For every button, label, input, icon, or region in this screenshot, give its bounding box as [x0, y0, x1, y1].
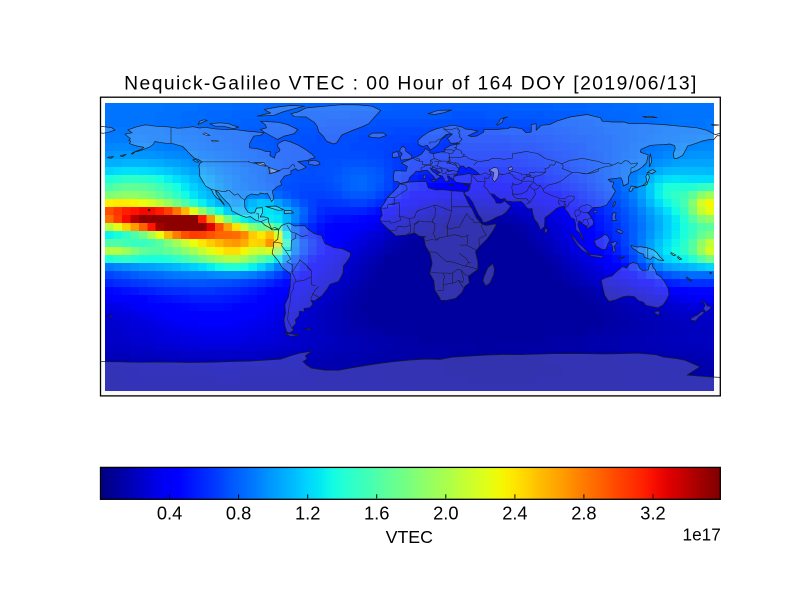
- svg-text:VTEC: VTEC: [386, 527, 434, 547]
- svg-text:1.6: 1.6: [364, 503, 389, 524]
- svg-text:2.4: 2.4: [502, 503, 527, 524]
- svg-text:1e17: 1e17: [683, 525, 721, 545]
- svg-text:2.0: 2.0: [433, 503, 458, 524]
- svg-text:Nequick-Galileo VTEC : 00 Hour: Nequick-Galileo VTEC : 00 Hour of 164 DO…: [124, 74, 698, 95]
- svg-text:3.2: 3.2: [640, 503, 665, 524]
- svg-text:2.8: 2.8: [571, 503, 596, 524]
- svg-text:1.2: 1.2: [295, 503, 320, 524]
- svg-text:0.4: 0.4: [157, 503, 182, 524]
- svg-text:0.8: 0.8: [226, 503, 251, 524]
